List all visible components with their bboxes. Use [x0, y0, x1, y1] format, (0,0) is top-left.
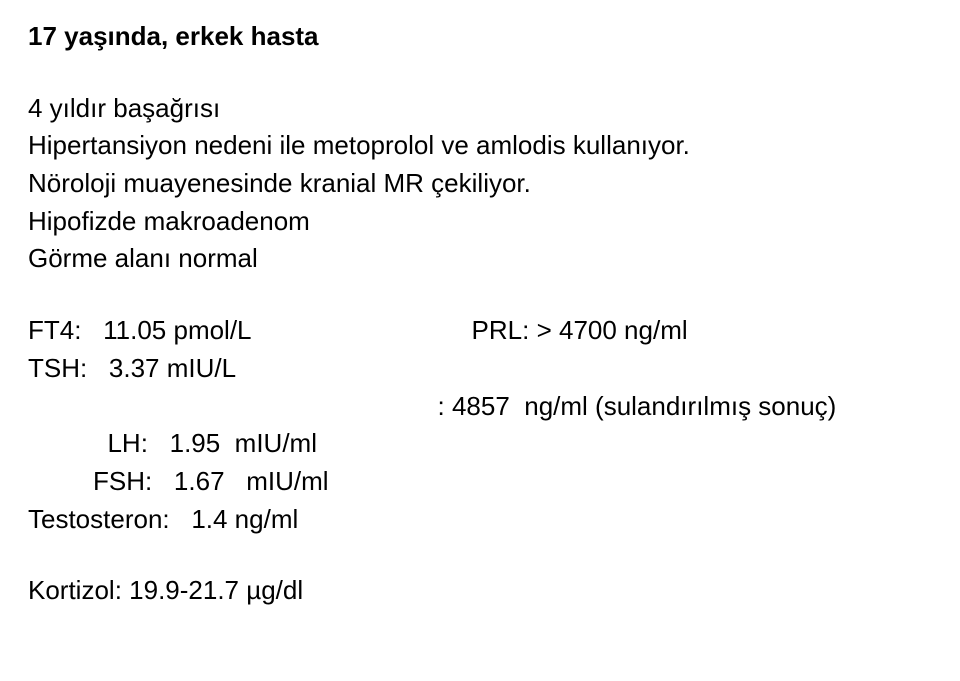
history-line-1: 4 yıldır başağrısı	[28, 90, 932, 128]
lab-diluted-spacer	[28, 388, 238, 426]
lab-lh: LH: 1.95 mIU/ml	[28, 425, 932, 463]
lab-ft4-label: FT4:	[28, 315, 81, 345]
lab-prl-diluted: : 4857 ng/ml (sulandırılmış sonuç)	[438, 388, 837, 426]
document-body: 17 yaşında, erkek hasta 4 yıldır başağrı…	[0, 0, 960, 681]
lab-kortizol: Kortizol: 19.9-21.7 µg/dl	[28, 572, 932, 610]
history-line-2: Hipertansiyon nedeni ile metoprolol ve a…	[28, 127, 932, 165]
lab-fsh-value: 1.67 mIU/ml	[174, 466, 329, 496]
lab-row-ft4: FT4: 11.05 pmol/L PRL: > 4700 ng/ml	[28, 312, 932, 350]
lab-kortizol-label: Kortizol:	[28, 575, 122, 605]
lab-tsh-value: 3.37 mIU/L	[109, 353, 236, 383]
lab-fsh-label: FSH:	[93, 466, 152, 496]
lab-row-tsh: TSH: 3.37 mIU/L	[28, 350, 932, 388]
lab-testosteron-label: Testosteron:	[28, 504, 170, 534]
spacer	[28, 56, 932, 90]
spacer	[28, 538, 932, 572]
lab-fsh: FSH: 1.67 mIU/ml	[28, 463, 932, 501]
lab-prl-value: > 4700 ng/ml	[537, 315, 688, 345]
lab-prl-label: PRL:	[472, 315, 530, 345]
lab-ft4: FT4: 11.05 pmol/L	[28, 312, 252, 350]
page-title: 17 yaşında, erkek hasta	[28, 18, 932, 56]
lab-tsh: TSH: 3.37 mIU/L	[28, 350, 236, 388]
lab-ft4-value: 11.05 pmol/L	[103, 315, 251, 345]
history-line-5: Görme alanı normal	[28, 240, 932, 278]
lab-lh-value: 1.95 mIU/ml	[170, 428, 317, 458]
spacer	[28, 278, 932, 312]
lab-tsh-label: TSH:	[28, 353, 87, 383]
lab-row-diluted: : 4857 ng/ml (sulandırılmış sonuç)	[28, 388, 932, 426]
lab-kortizol-value: 19.9-21.7 µg/dl	[129, 575, 303, 605]
history-line-4: Hipofizde makroadenom	[28, 203, 932, 241]
history-line-3: Nöroloji muayenesinde kranial MR çekiliy…	[28, 165, 932, 203]
lab-prl: PRL: > 4700 ng/ml	[472, 312, 688, 350]
lab-lh-label: LH:	[107, 428, 147, 458]
lab-testosteron: Testosteron: 1.4 ng/ml	[28, 501, 932, 539]
lab-testosteron-value: 1.4 ng/ml	[191, 504, 298, 534]
